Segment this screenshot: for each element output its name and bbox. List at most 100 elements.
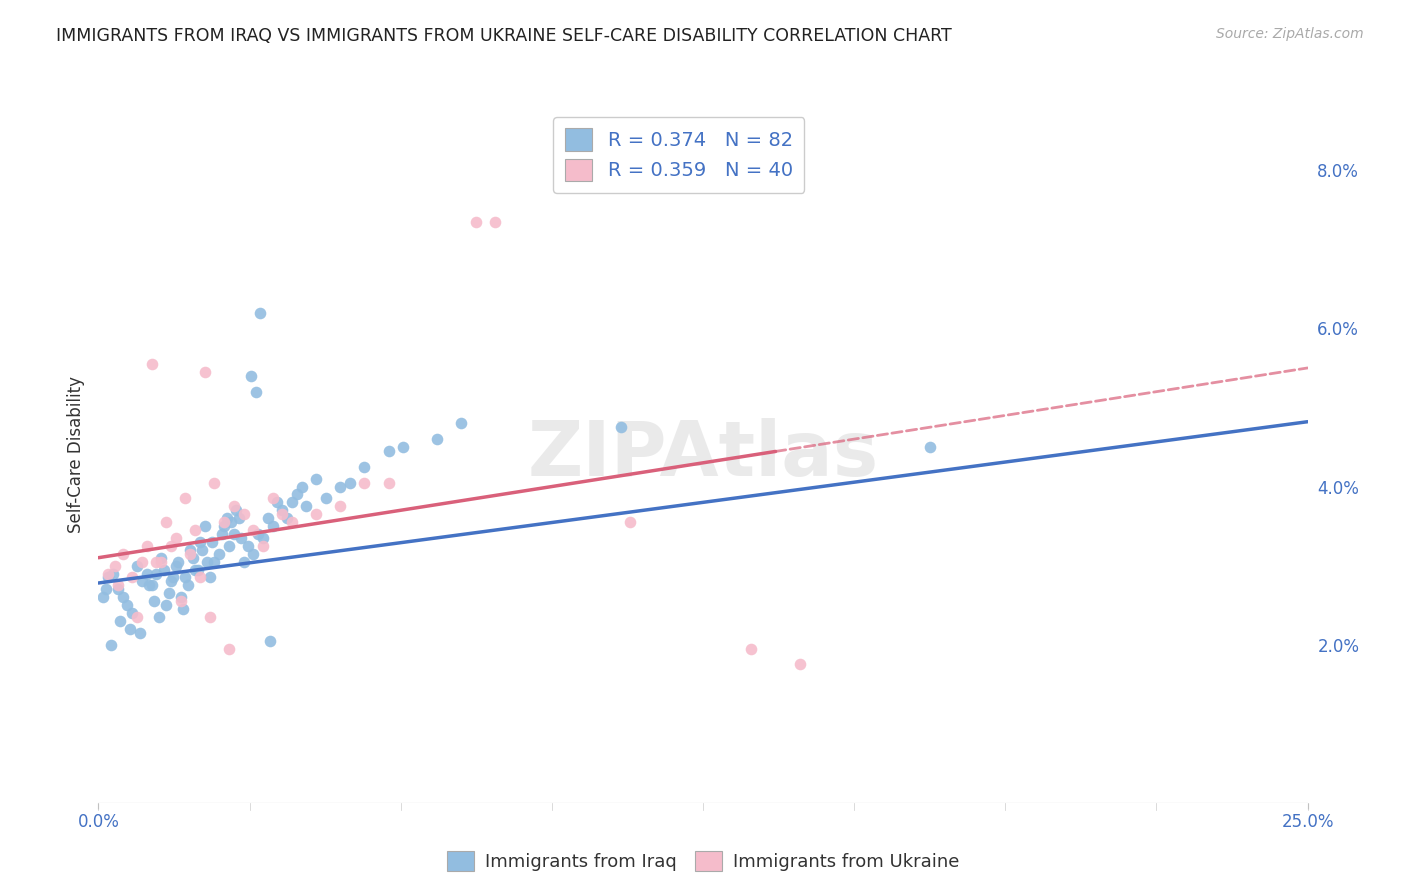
Point <box>610 420 633 434</box>
Point <box>305 507 328 521</box>
Point <box>101 566 124 581</box>
Point <box>259 633 281 648</box>
Point <box>211 527 233 541</box>
Point <box>229 531 252 545</box>
Point <box>165 531 187 545</box>
Point <box>281 495 304 509</box>
Point <box>121 606 143 620</box>
Point <box>155 515 177 529</box>
Point <box>165 558 187 573</box>
Point <box>188 534 211 549</box>
Point <box>107 578 129 592</box>
Point <box>256 511 278 525</box>
Point <box>198 570 221 584</box>
Point <box>97 570 120 584</box>
Point <box>271 503 294 517</box>
Point <box>127 558 149 573</box>
Point <box>208 547 231 561</box>
Point <box>315 491 337 506</box>
Legend: R = 0.374   N = 82, R = 0.359   N = 40: R = 0.374 N = 82, R = 0.359 N = 40 <box>553 117 804 193</box>
Text: IMMIGRANTS FROM IRAQ VS IMMIGRANTS FROM UKRAINE SELF-CARE DISABILITY CORRELATION: IMMIGRANTS FROM IRAQ VS IMMIGRANTS FROM … <box>56 27 952 45</box>
Point <box>167 555 190 569</box>
Point <box>201 534 224 549</box>
Point <box>138 578 160 592</box>
Point <box>131 555 153 569</box>
Point <box>221 515 243 529</box>
Y-axis label: Self-Care Disability: Self-Care Disability <box>66 376 84 533</box>
Point <box>91 591 114 605</box>
Point <box>377 475 399 490</box>
Point <box>218 641 240 656</box>
Point <box>104 558 127 573</box>
Point <box>117 598 139 612</box>
Point <box>195 555 218 569</box>
Point <box>188 570 211 584</box>
Point <box>94 582 117 597</box>
Point <box>242 523 264 537</box>
Point <box>150 550 173 565</box>
Point <box>212 515 235 529</box>
Point <box>194 365 217 379</box>
Point <box>450 417 472 431</box>
Point <box>169 591 191 605</box>
Point <box>247 527 270 541</box>
Point <box>290 479 312 493</box>
Point <box>179 547 201 561</box>
Point <box>789 657 811 672</box>
Point <box>285 487 308 501</box>
Point <box>160 539 183 553</box>
Point <box>222 527 245 541</box>
Point <box>276 511 298 525</box>
Point <box>141 357 163 371</box>
Point <box>179 542 201 557</box>
Point <box>135 539 157 553</box>
Point <box>143 594 166 608</box>
Point <box>145 566 167 581</box>
Point <box>194 519 217 533</box>
Point <box>162 570 184 584</box>
Point <box>157 586 180 600</box>
Point <box>155 598 177 612</box>
Point <box>97 566 120 581</box>
Point <box>329 500 352 514</box>
Point <box>141 578 163 592</box>
Point <box>266 495 288 509</box>
Point <box>150 555 173 569</box>
Point <box>225 503 247 517</box>
Point <box>184 523 207 537</box>
Point <box>242 547 264 561</box>
Point <box>239 368 262 383</box>
Point <box>135 566 157 581</box>
Text: ZIPAtlas: ZIPAtlas <box>527 418 879 491</box>
Point <box>172 602 194 616</box>
Point <box>128 625 150 640</box>
Point <box>204 555 226 569</box>
Point <box>339 475 361 490</box>
Point <box>222 500 245 514</box>
Point <box>218 539 240 553</box>
Point <box>121 570 143 584</box>
Point <box>252 531 274 545</box>
Point <box>426 432 449 446</box>
Point <box>127 610 149 624</box>
Point <box>111 547 134 561</box>
Point <box>100 638 122 652</box>
Point <box>160 574 183 589</box>
Point <box>262 491 284 506</box>
Point <box>392 440 415 454</box>
Point <box>329 479 352 493</box>
Point <box>204 475 226 490</box>
Point <box>198 610 221 624</box>
Point <box>232 507 254 521</box>
Point <box>249 305 271 319</box>
Point <box>228 511 250 525</box>
Point <box>131 574 153 589</box>
Point <box>619 515 641 529</box>
Point <box>920 440 942 454</box>
Point <box>484 215 506 229</box>
Point <box>464 215 486 229</box>
Point <box>181 550 204 565</box>
Point <box>118 622 141 636</box>
Point <box>111 591 134 605</box>
Point <box>174 491 197 506</box>
